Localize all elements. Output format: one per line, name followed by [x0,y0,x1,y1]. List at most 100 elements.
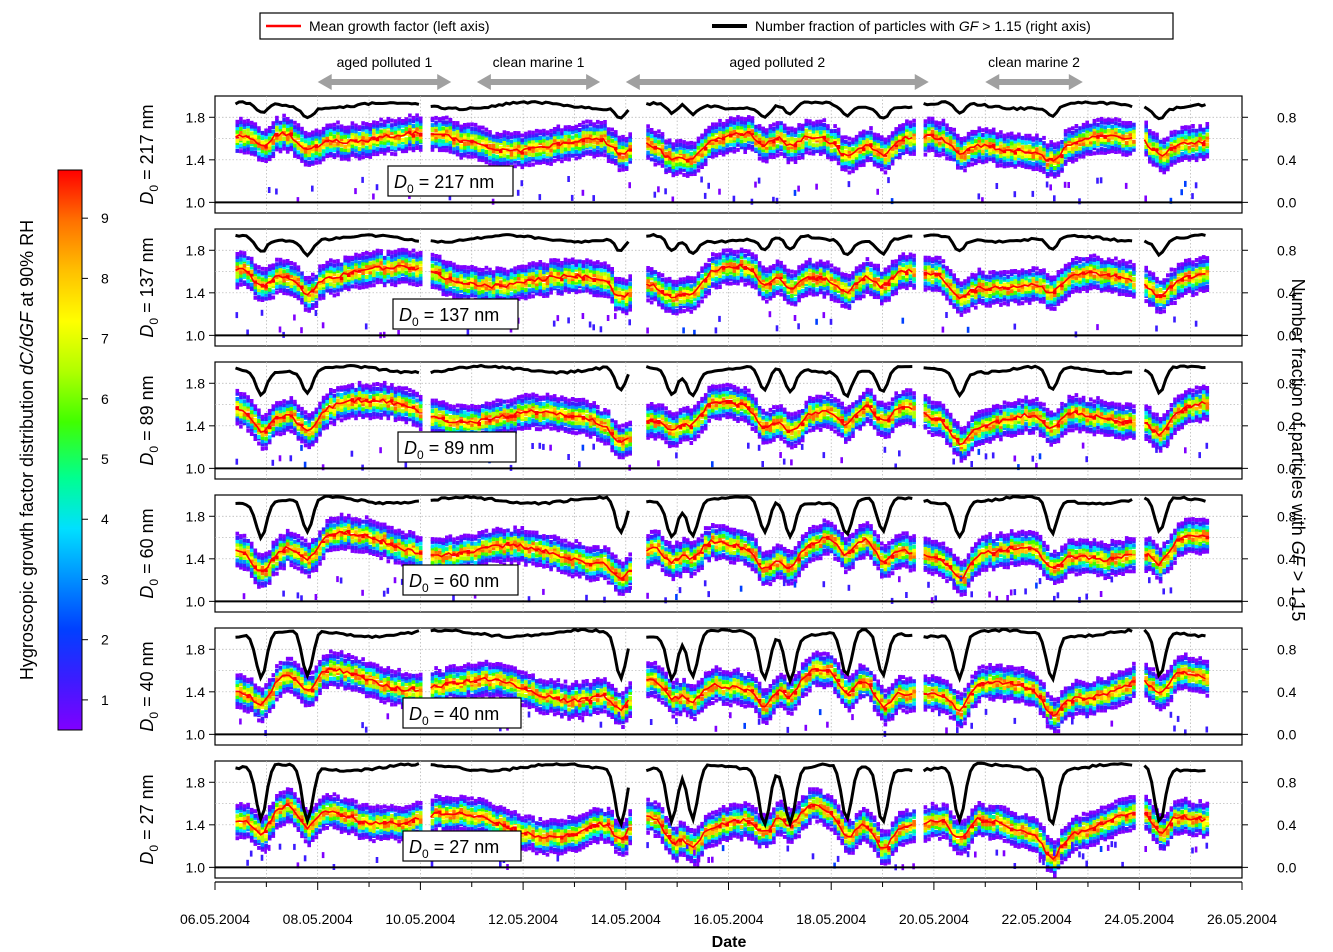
heatmap-cell [890,282,895,287]
heatmap-cell [614,302,618,307]
heatmap-cell [700,266,704,271]
heatmap-cell [560,149,564,154]
heatmap-cell [999,153,1003,158]
heatmap-cell [1169,133,1174,138]
heatmap-cell [1132,147,1136,152]
heatmap-cell [242,142,247,146]
heatmap-cell [703,138,708,143]
heatmap-cell [1121,143,1125,148]
heatmap-cell [912,118,916,123]
heatmap-cell [379,249,383,254]
heatmap-cell [901,132,906,137]
heatmap-cell [1169,140,1174,144]
heatmap-cell [1132,144,1136,149]
heatmap-cell [826,149,830,154]
heatmap-cell [804,264,809,269]
heatmap-cell [434,122,438,127]
heatmap-cell [1020,163,1025,168]
heatmap-cell [894,136,898,141]
heatmap-cell [1201,144,1206,149]
heatmap-cell [321,152,326,157]
heatmap-cell [905,127,909,132]
heatmap-cell [775,144,780,149]
heatmap-cell [1038,161,1043,166]
heatmap-cell [956,159,960,164]
heatmap-cell [1063,161,1068,166]
heatmap-cell [804,133,809,138]
heatmap-cell [660,138,665,143]
heatmap-cell [473,146,478,151]
heatmap-cell [912,126,916,131]
heatmap-cell [434,115,438,120]
heatmap-cell [646,128,650,133]
heatmap-cell [941,142,946,147]
heatmap-cell [790,148,794,153]
heatmap-cell [833,124,837,129]
heatmap-cell [682,163,686,167]
heatmap-cell [617,168,622,173]
heatmap-cell [513,159,517,164]
heatmap-cell [452,288,456,293]
heatmap-cell [628,297,632,302]
heatmap-cell [570,194,574,201]
heatmap-cell [822,135,827,139]
heatmap-cell [657,129,661,134]
heatmap-cell [552,135,557,140]
heatmap-cell [415,271,419,276]
heatmap-cell [459,155,463,160]
heatmap-cell [477,290,481,295]
heatmap-cell [321,133,326,138]
heatmap-cell [459,274,463,279]
heatmap-cell [578,136,582,141]
heatmap-cell [725,248,729,253]
heatmap-cell [293,132,297,137]
heatmap-cell [325,123,329,128]
heatmap-cell [757,126,762,131]
heatmap-cell [606,264,611,269]
heatmap-cell [811,263,816,268]
heatmap-cell [382,137,387,142]
heatmap-cell [1056,160,1061,165]
heatmap-cell [1056,166,1061,170]
heatmap-cell [411,136,416,140]
heatmap-cell [538,194,542,201]
heatmap-cell [747,281,751,286]
heatmap-cell [646,279,650,283]
heatmap-cell [441,144,446,149]
heatmap-cell [524,131,528,136]
heatmap-cell [332,263,337,268]
heatmap-cell [364,149,369,154]
heatmap-cell [1128,129,1133,134]
heatmap-cell [689,163,694,168]
heatmap-cell [390,127,394,132]
heatmap-cell [372,260,376,265]
heatmap-cell [567,138,571,143]
heatmap-cell [657,156,661,161]
heatmap-cell [408,113,412,118]
heatmap-cell [470,122,474,127]
heatmap-cell [574,149,579,154]
heatmap-cell [628,144,632,149]
heatmap-cell [653,154,658,159]
heatmap-cell [588,266,593,271]
heatmap-cell [988,141,992,146]
heatmap-cell [278,284,283,289]
heatmap-cell [793,133,798,138]
heatmap-cell [386,148,391,153]
heatmap-cell [793,127,798,132]
heatmap-cell [847,159,852,164]
heatmap-cell [318,296,322,301]
heatmap-cell [437,117,442,122]
heatmap-cell [768,265,773,270]
heatmap-cell [1198,141,1202,146]
heatmap-cell [966,160,971,164]
heatmap-cell [531,153,535,157]
heatmap-cell [257,269,261,274]
heatmap-cell [1092,124,1097,129]
heatmap-cell [1162,157,1166,162]
heatmap-cell [862,151,866,156]
heatmap-cell [282,127,286,132]
heatmap-cell [1085,133,1089,138]
heatmap-cell [1151,137,1156,142]
heatmap-cell [797,185,800,192]
